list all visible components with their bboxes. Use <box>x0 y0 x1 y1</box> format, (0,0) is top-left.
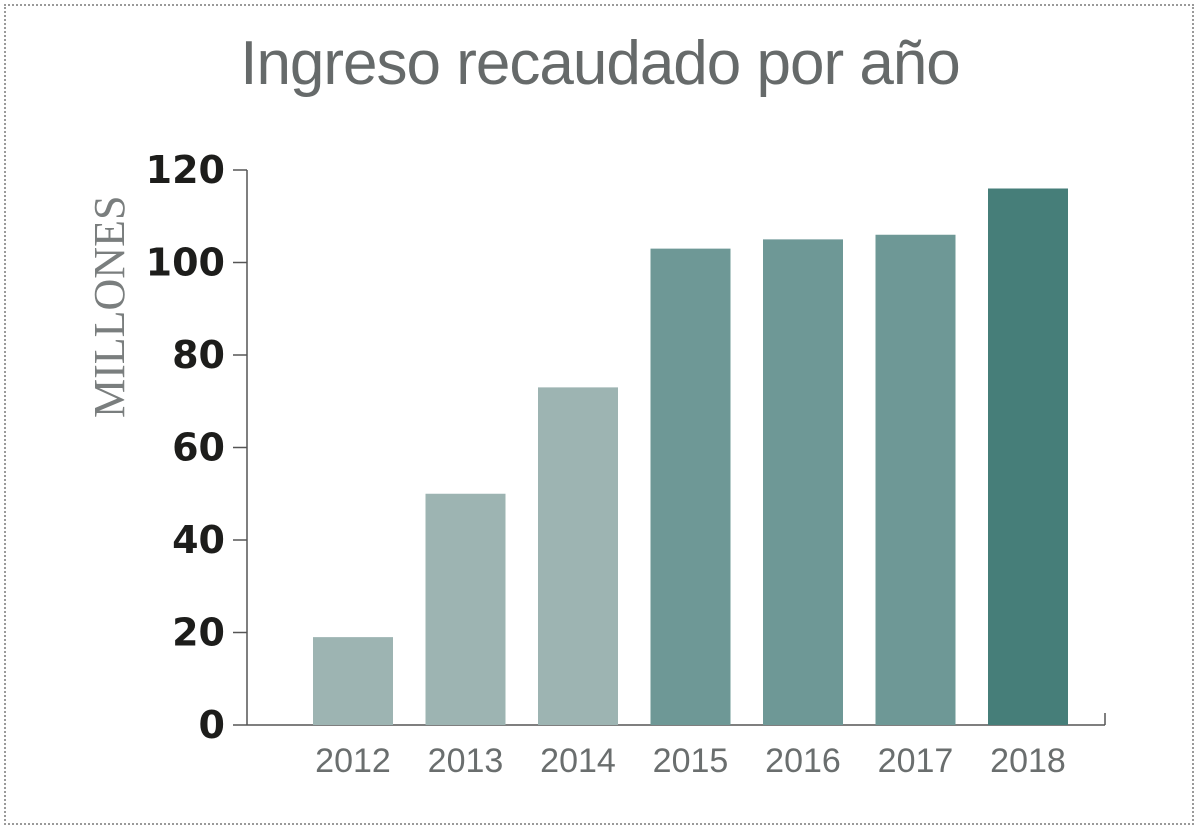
x-tick-label: 2013 <box>428 742 504 780</box>
y-tick-label: 40 <box>172 518 225 562</box>
y-tick-label: 80 <box>172 333 225 377</box>
x-tick-labels: 2012 2013 2014 2015 2016 2017 2018 <box>315 742 1066 780</box>
x-tick-label: 2017 <box>878 742 954 780</box>
y-tick-labels: 0 20 40 60 80 100 120 <box>146 148 225 747</box>
bars <box>313 188 1068 725</box>
bar-2016 <box>763 239 843 725</box>
bar-2018 <box>988 188 1068 725</box>
x-tick-label: 2012 <box>315 742 391 780</box>
y-tick-label: 60 <box>172 426 225 470</box>
x-tick-label: 2016 <box>765 742 841 780</box>
x-tick-label: 2014 <box>540 742 616 780</box>
y-tick-label: 20 <box>172 611 225 655</box>
bar-2015 <box>650 248 731 725</box>
x-tick-label: 2018 <box>990 742 1066 780</box>
bar-2013 <box>425 493 506 725</box>
bar-2012 <box>313 637 393 725</box>
bar-2017 <box>875 234 956 725</box>
y-tick-label: 0 <box>199 703 225 747</box>
chart-frame <box>4 4 1194 825</box>
bar-2014 <box>538 387 618 725</box>
chart-title: Ingreso recaudado por año <box>240 29 961 98</box>
x-tick-label: 2015 <box>653 742 729 780</box>
y-tick-label: 100 <box>146 241 225 285</box>
y-tick-label: 120 <box>146 148 225 192</box>
